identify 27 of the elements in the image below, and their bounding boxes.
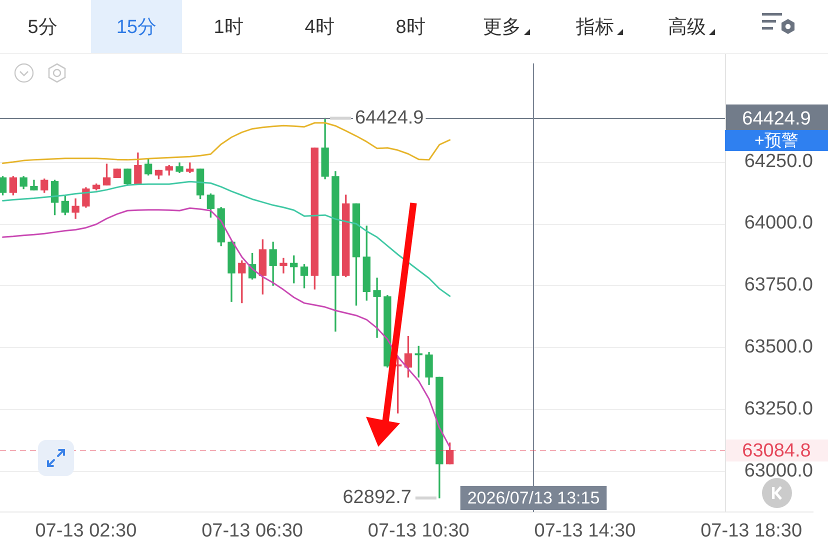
- candlestick: [373, 278, 381, 338]
- annotation: 64424.9: [355, 107, 424, 128]
- alert-button[interactable]: +预警: [725, 130, 828, 151]
- x-tick-label: 07-13 14:30: [534, 520, 636, 542]
- interval-tab[interactable]: 15分: [91, 0, 182, 53]
- y-tick-label: 63500.0: [744, 336, 813, 358]
- x-tick-label: 07-13 10:30: [368, 520, 470, 542]
- y-tick-label: 63000.0: [744, 460, 813, 482]
- ref-line-label: 64424.9: [742, 108, 811, 130]
- x-tick-label: 07-13 06:30: [202, 520, 303, 542]
- candlestick: [280, 258, 288, 274]
- menu-tab[interactable]: 指标: [554, 0, 645, 53]
- interval-tab[interactable]: 8时: [365, 0, 456, 53]
- x-tick-label: 07-13 18:30: [700, 520, 802, 542]
- y-tick-label: 64000.0: [744, 212, 813, 234]
- annotation: 62892.7: [342, 487, 412, 508]
- menu-tab[interactable]: 高级: [646, 0, 737, 53]
- ref-line-label: 2026/07/13 13:15: [467, 488, 600, 508]
- interval-tab[interactable]: 4时: [274, 0, 365, 53]
- interval-tab[interactable]: 1时: [183, 0, 274, 53]
- interval-tab[interactable]: 5分: [0, 0, 88, 53]
- x-tick-label: 07-13 02:30: [35, 520, 137, 542]
- menu-tab[interactable]: 更多: [461, 0, 552, 53]
- y-tick-label: 63750.0: [744, 274, 813, 296]
- y-tick-label: 64250.0: [744, 150, 813, 172]
- ref-line-label: 63084.8: [742, 440, 811, 462]
- y-tick-label: 63250.0: [744, 398, 813, 420]
